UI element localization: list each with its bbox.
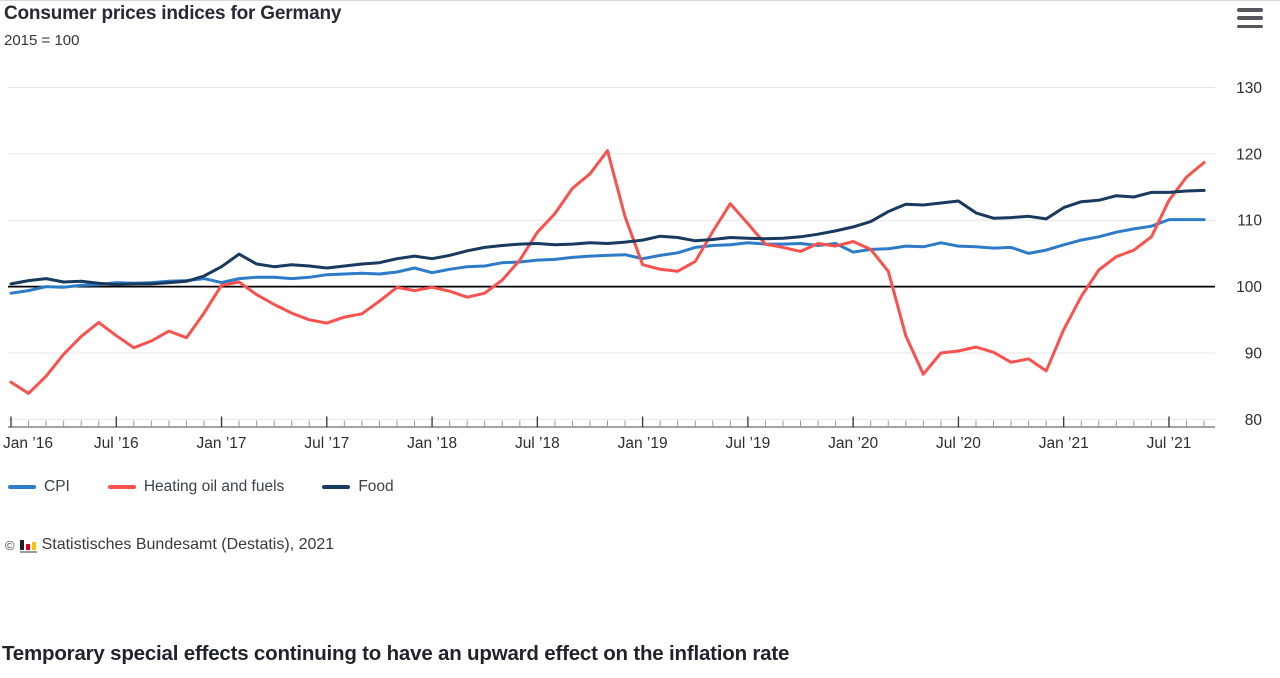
legend-label: CPI (44, 478, 70, 495)
x-axis-tick-label: Jul ’18 (515, 435, 560, 452)
copyright-symbol: © (5, 537, 15, 553)
source-credit: © Statistisches Bundesamt (Destatis), 20… (5, 536, 334, 554)
x-axis-tick-label: Jan ’19 (618, 435, 668, 452)
line-chart-plot: 80 90 100 110 120 130 Jan ’16 Jul ’16 Jan ’17 Jul… (3, 80, 1263, 452)
chart-title: Consumer prices indices for Germany (4, 3, 342, 24)
legend-label: Heating oil and fuels (143, 478, 285, 495)
series-line-food[interactable] (9, 188, 1206, 287)
heating-oil-line-swatch (107, 485, 136, 489)
x-axis-tick-label: Jul ’21 (1147, 435, 1192, 452)
series-line-cpi[interactable] (9, 218, 1206, 295)
source-credit-text: Statistisches Bundesamt (Destatis), 2021 (41, 536, 335, 553)
hamburger-bar (1237, 24, 1263, 28)
x-axis-tick-label: Jul ’19 (725, 435, 770, 452)
x-axis-tick-label: Jul ’17 (304, 435, 349, 452)
food-line-swatch (322, 485, 351, 489)
legend-item-food[interactable]: Food (322, 478, 394, 496)
legend-item-cpi[interactable]: CPI (8, 478, 70, 496)
x-axis-tick-label: Jan ’21 (1039, 435, 1089, 452)
y-axis-tick-label: 80 (1245, 412, 1263, 429)
x-axis-tick-label: Jan ’20 (828, 435, 878, 452)
y-axis-tick-label: 90 (1245, 345, 1263, 362)
series-line-heating-oil-and-fuels[interactable] (9, 149, 1206, 395)
x-axis-tick-label: Jul ’20 (936, 435, 981, 452)
x-axis-tick-label: Jan ’18 (407, 435, 457, 452)
y-axis-tick-label: 130 (1236, 80, 1262, 97)
x-axis-tick-label: Jul ’16 (94, 435, 139, 452)
y-axis-tick-label: 120 (1236, 146, 1262, 163)
hamburger-bar (1237, 16, 1263, 20)
y-axis-tick-label: 100 (1236, 279, 1262, 296)
legend-label: Food (358, 478, 394, 495)
x-axis-tick-label: Jan ’16 (3, 435, 53, 452)
destatis-bars-icon (19, 538, 37, 553)
legend-item-heating-oil[interactable]: Heating oil and fuels (107, 478, 285, 496)
chart-subtitle: 2015 = 100 (4, 32, 80, 49)
cpi-line-swatch (8, 485, 36, 489)
article-headline: Temporary special effects continuing to … (2, 642, 790, 665)
hamburger-bar (1237, 8, 1263, 12)
hamburger-menu-icon[interactable] (1237, 8, 1263, 28)
x-axis-tick-label: Jan ’17 (197, 435, 247, 452)
chart-legend: CPI Heating oil and fuels Food (8, 478, 394, 496)
y-axis-tick-label: 110 (1237, 213, 1262, 230)
